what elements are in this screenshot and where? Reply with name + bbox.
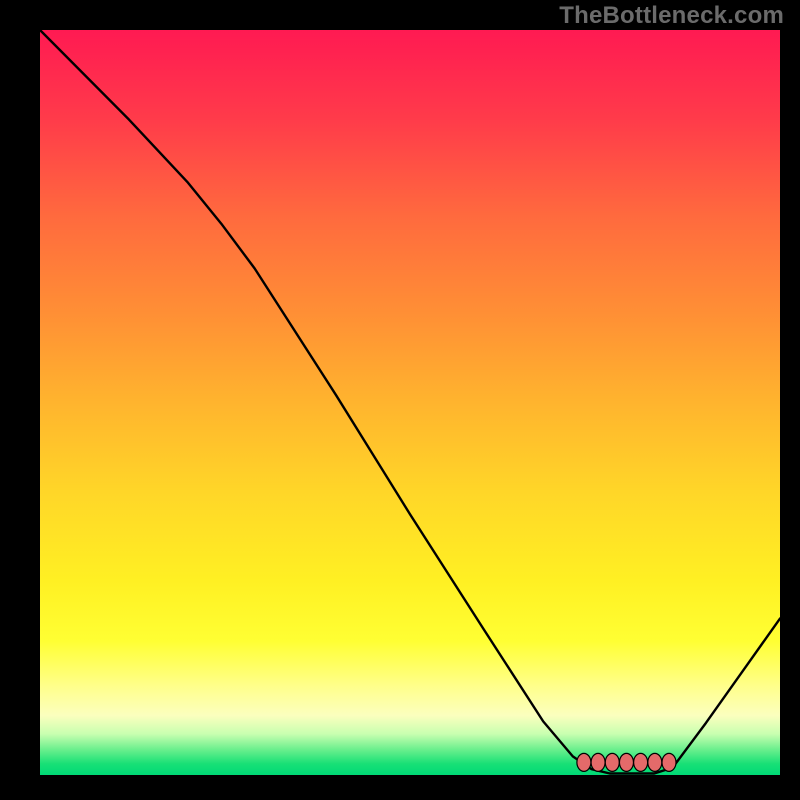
chart-frame: TheBottleneck.com (0, 0, 800, 800)
plot-area (40, 30, 780, 775)
plot-svg (40, 30, 780, 775)
watermark-text: TheBottleneck.com (559, 2, 784, 30)
